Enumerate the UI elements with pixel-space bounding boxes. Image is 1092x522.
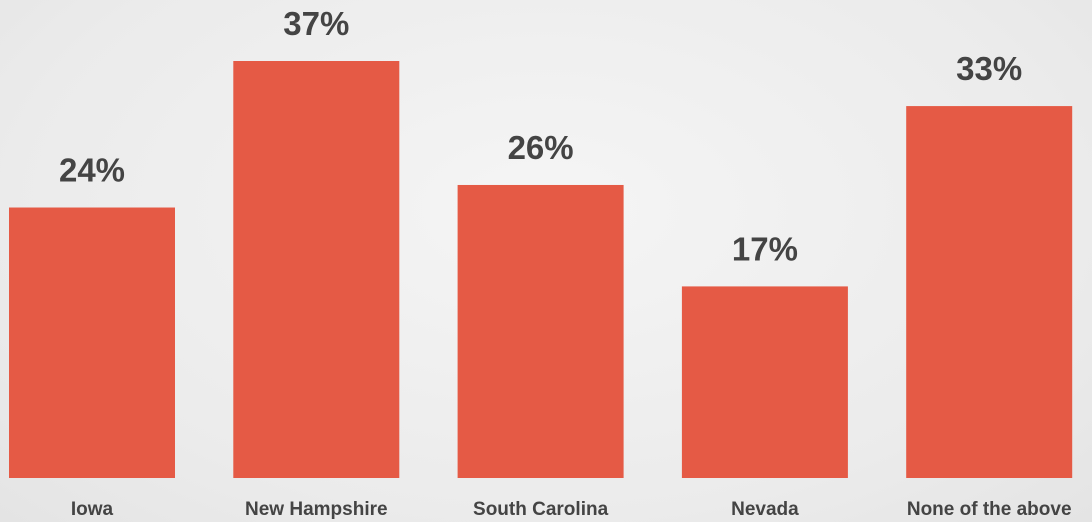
bar [457,184,624,479]
bar [681,286,848,478]
x-tick-label: South Carolina [473,499,609,520]
value-label: 26% [508,129,574,166]
x-tick-label: New Hampshire [245,499,388,520]
value-label: 37% [283,5,349,42]
bar [233,61,400,478]
value-label: 17% [732,230,798,267]
bar [9,207,175,478]
bar [906,106,1073,478]
value-label: 24% [59,152,125,189]
x-tick-label: Nevada [731,499,799,520]
value-label: 33% [956,50,1022,87]
x-tick-label: None of the above [907,499,1072,520]
x-tick-label: Iowa [71,499,114,520]
